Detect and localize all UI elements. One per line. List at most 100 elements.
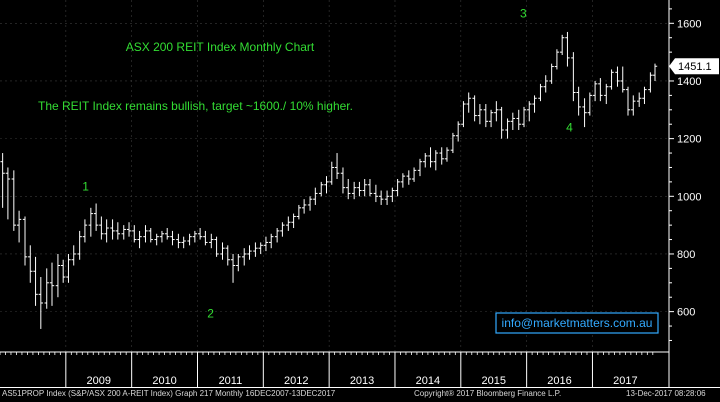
ohlc-bar	[637, 92, 642, 107]
ohlc-bar	[494, 101, 499, 122]
ohlc-bar	[444, 147, 450, 162]
ohlc-bar	[55, 253, 61, 298]
ohlc-bar	[170, 230, 175, 246]
ohlc-bar	[428, 147, 433, 168]
last-value-marker: 1451.1	[669, 58, 719, 75]
ohlc-bar	[0, 153, 5, 208]
ohlc-bar	[373, 184, 379, 203]
y-tick-label: 1600	[677, 18, 701, 30]
contact-box[interactable]: info@marketmatters.com.au	[495, 312, 659, 334]
ohlc-bar	[253, 242, 258, 257]
ohlc-bar	[455, 121, 461, 142]
ohlc-bar	[214, 236, 219, 257]
ohlc-bar	[362, 179, 367, 197]
footer-ticker: AS51PROP Index (S&P/ASX 200 A-REIT Index…	[2, 389, 336, 398]
ohlc-bar	[225, 245, 230, 266]
ohlc-bar	[571, 52, 576, 102]
ohlc-bar	[49, 262, 55, 306]
ohlc-bar	[247, 245, 252, 260]
ohlc-bar	[187, 233, 192, 246]
wave-label: 1	[82, 180, 89, 194]
ohlc-bar	[71, 245, 76, 266]
ohlc-bar	[307, 196, 313, 211]
x-tick-label: 2016	[547, 375, 571, 387]
ohlc-bar	[357, 181, 362, 197]
ohlc-bar	[346, 179, 351, 200]
ohlc-bar	[33, 256, 38, 306]
ohlc-bar	[340, 167, 346, 194]
ohlc-bar	[22, 216, 28, 266]
footer-copyright: Copyright® 2017 Bloomberg Finance L.P.	[414, 389, 562, 398]
ohlc-bar	[488, 109, 494, 128]
ohlc-bar	[99, 216, 104, 240]
ohlc-bar	[16, 210, 22, 243]
ohlc-bar	[576, 86, 581, 116]
ohlc-bar	[472, 95, 477, 122]
last-value-arrow	[669, 58, 719, 75]
y-tick-label: 1000	[677, 191, 701, 203]
ohlc-bar	[615, 66, 620, 87]
ohlc-bar	[66, 253, 71, 283]
y-axis-ticks: 600 800 1000 1200 1400 1600	[669, 8, 701, 341]
ohlc-bar	[77, 230, 82, 260]
ohlc-bar	[483, 104, 489, 128]
ohlc-bar	[538, 83, 543, 102]
ohlc-bar	[351, 181, 357, 200]
ohlc-bar	[263, 236, 269, 252]
ohlc-bar	[543, 75, 548, 93]
ohlc-bar	[450, 132, 456, 154]
ohlc-bar	[176, 233, 181, 249]
x-tick-label: 2011	[219, 375, 243, 387]
ohlc-bar	[334, 153, 340, 179]
wave-labels: 1 2 3 4	[82, 7, 573, 321]
gridlines	[0, 0, 669, 352]
wave-label: 4	[566, 120, 573, 134]
ohlc-bar	[521, 106, 527, 128]
ohlc-bar	[28, 245, 33, 283]
ohlc-bar	[159, 230, 165, 243]
ohlc-bar	[38, 277, 44, 329]
ohlc-bar	[319, 181, 324, 197]
ohlc-bar	[625, 86, 631, 116]
footer-timestamp: 13-Dec-2017 08:28:06	[626, 389, 706, 398]
ohlc-bar	[423, 153, 428, 168]
wave-label: 3	[520, 7, 527, 21]
contact-email[interactable]: info@marketmatters.com.au	[502, 316, 653, 330]
ohlc-bar	[554, 49, 560, 70]
ohlc-bar	[154, 233, 159, 246]
ohlc-bar	[5, 167, 11, 220]
ohlc-bar	[516, 109, 521, 130]
ohlc-bar	[587, 92, 593, 116]
ohlc-bar	[433, 150, 438, 171]
ohlc-bar	[220, 242, 225, 260]
ohlc-bar	[367, 179, 373, 197]
ohlc-bar	[137, 230, 142, 249]
ohlc-bar	[439, 147, 444, 165]
ohlc-bar	[230, 253, 236, 283]
ohlc-bar	[527, 101, 532, 122]
ohlc-bar	[324, 176, 329, 194]
x-tick-label: 2015	[481, 375, 505, 387]
ohlc-bar	[110, 219, 115, 240]
ohlc-bar	[329, 161, 334, 185]
ohlc-bar	[192, 230, 198, 243]
ohlc-bar	[642, 86, 647, 105]
ohlc-bar	[296, 204, 302, 220]
ohlc-bar	[104, 219, 109, 243]
ohlc-bar	[93, 203, 99, 231]
ohlc-bar	[417, 158, 423, 177]
ohlc-bar	[620, 66, 625, 93]
ohlc-bar	[209, 233, 214, 249]
ohlc-bar	[652, 63, 658, 81]
ohlc-bar	[400, 173, 406, 188]
ohlc-bar	[631, 95, 636, 116]
ohlc-bar	[242, 248, 247, 266]
ohlc-bar	[565, 31, 570, 67]
ohlc-bar	[274, 228, 280, 243]
ohlc-bar	[148, 228, 153, 243]
footer-bar: AS51PROP Index (S&P/ASX 200 A-REIT Index…	[0, 388, 720, 402]
ohlc-bar	[384, 190, 390, 205]
ohlc-bar	[121, 225, 126, 240]
ohlc-bar	[406, 170, 411, 185]
